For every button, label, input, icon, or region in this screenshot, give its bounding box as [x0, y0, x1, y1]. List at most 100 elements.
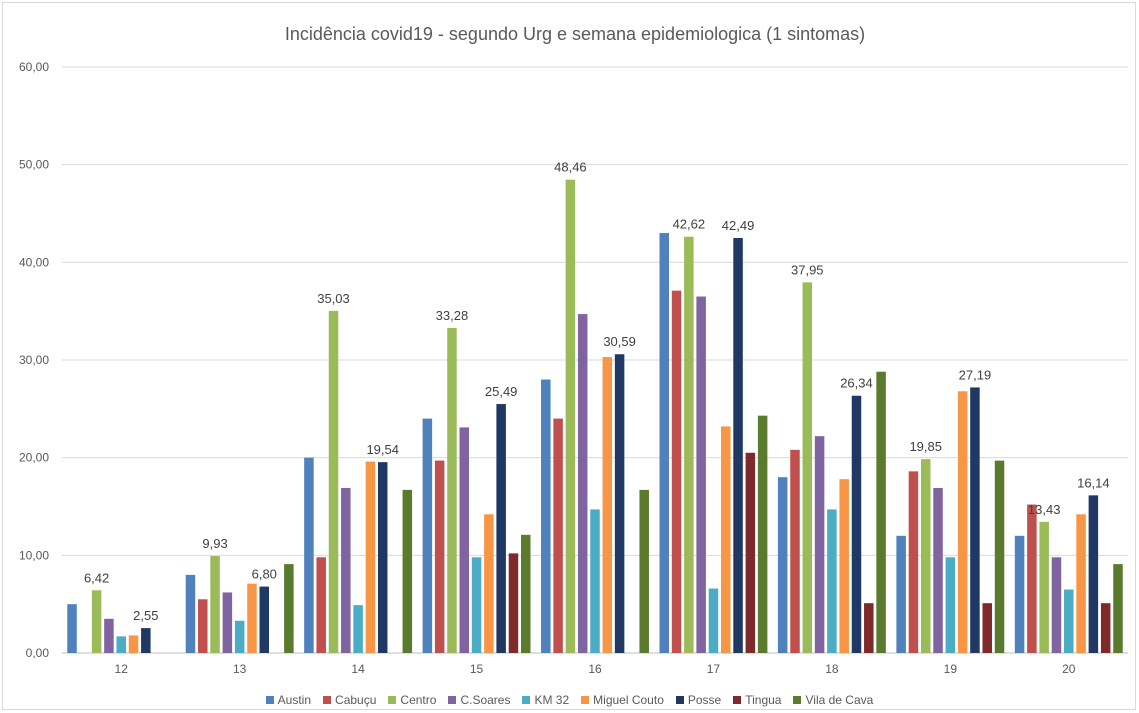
data-label: 6,42: [84, 570, 109, 585]
bar-austin-18: [777, 477, 788, 653]
legend-label: Cabuçu: [335, 693, 377, 707]
bar-km-32-19: [945, 557, 956, 653]
data-label: 42,62: [673, 217, 706, 232]
bar-tingua-19: [982, 603, 992, 653]
bar-cabu-u-18: [790, 449, 800, 653]
bar-centro-19: [920, 459, 931, 653]
bar-cabu-u-17: [671, 290, 682, 653]
bar-vila-de-cava-18: [876, 371, 886, 653]
bar-km-32-13: [234, 620, 245, 653]
bar-miguel-couto-18: [839, 479, 849, 653]
legend-label: KM 32: [534, 693, 570, 707]
data-label: 19,85: [909, 439, 942, 454]
bar-miguel-couto-16: [602, 357, 613, 653]
x-tick-label: 13: [233, 662, 247, 676]
bar-tingua-18: [864, 603, 874, 653]
data-label: 16,14: [1077, 475, 1110, 490]
bar-posse-16: [614, 354, 625, 653]
y-tick-label: 20,00: [19, 451, 49, 465]
bar-km-32-15: [471, 557, 482, 653]
legend-swatch: [323, 696, 332, 704]
legend-item: Cabuçu: [323, 693, 376, 707]
y-tick-label: 0,00: [26, 646, 50, 660]
bar-vila-de-cava-15: [521, 534, 531, 653]
bars: [67, 179, 1123, 654]
bar-miguel-couto-17: [720, 426, 731, 653]
data-label: 30,59: [603, 334, 636, 349]
legend-label: C.Soares: [460, 693, 511, 707]
bar-km-32-12: [116, 636, 126, 653]
bar-austin-12: [67, 604, 77, 653]
bar-centro-13: [210, 556, 220, 653]
y-tick-label: 10,00: [19, 548, 49, 562]
bar-posse-18: [851, 395, 862, 653]
bar-km-32-14: [353, 605, 363, 653]
bar-centro-14: [328, 310, 339, 653]
bar-posse-15: [496, 404, 506, 653]
bar-austin-19: [896, 535, 906, 653]
data-labels: 6,42 2,55 9,93 6,80 35,03 19,54 33,28 25,49 48,4…: [84, 160, 1110, 623]
x-tick-label: 19: [944, 662, 958, 676]
bar-posse-13: [259, 586, 270, 653]
bar-miguel-couto-20: [1076, 514, 1086, 653]
bar-c-soares-18: [814, 436, 825, 653]
legend-item: Vila de Cava: [793, 693, 873, 707]
legend-swatch: [793, 696, 802, 704]
bar-posse-19: [970, 387, 980, 653]
y-tick-label: 40,00: [19, 255, 49, 269]
bar-austin-14: [304, 457, 314, 653]
bar-miguel-couto-12: [128, 635, 139, 653]
legend-swatch: [733, 696, 742, 704]
bar-km-32-18: [827, 509, 837, 653]
bar-centro-18: [802, 282, 813, 653]
bar-posse-17: [733, 238, 743, 653]
bar-km-32-20: [1064, 589, 1074, 653]
bar-vila-de-cava-20: [1113, 564, 1123, 653]
bar-tingua-20: [1100, 603, 1111, 653]
bar-cabu-u-13: [198, 599, 208, 653]
legend-label: Posse: [687, 693, 722, 707]
x-tick-label: 17: [707, 662, 721, 676]
legend-label: Centro: [400, 693, 437, 707]
bar-centro-20: [1039, 521, 1049, 653]
legend-swatch: [675, 696, 684, 704]
bar-centro-16: [565, 179, 576, 653]
legend-item: Posse: [675, 693, 722, 707]
x-tick-label: 15: [470, 662, 484, 676]
y-tick-label: 50,00: [19, 158, 49, 172]
bar-vila-de-cava-19: [994, 460, 1005, 653]
bar-vila-de-cava-17: [757, 415, 768, 653]
bar-c-soares-15: [459, 427, 470, 653]
x-tick-label: 16: [588, 662, 602, 676]
legend-item: Tingua: [733, 693, 781, 707]
bar-c-soares-19: [933, 487, 943, 653]
legend-item: KM 32: [522, 693, 569, 707]
data-label: 42,49: [722, 218, 755, 233]
bar-vila-de-cava-13: [284, 564, 294, 653]
data-label: 26,34: [840, 376, 873, 391]
legend-item: Miguel Couto: [581, 693, 664, 707]
data-label: 37,95: [791, 262, 824, 277]
chart-title: Incidência covid19 - segundo Urg e seman…: [284, 24, 866, 44]
data-label: 25,49: [485, 384, 518, 399]
bar-tingua-17: [745, 452, 756, 653]
bar-c-soares-12: [104, 618, 114, 653]
bar-austin-20: [1014, 535, 1025, 653]
data-label: 9,93: [202, 536, 227, 551]
bar-posse-20: [1088, 495, 1099, 653]
x-tick-label: 12: [115, 662, 129, 676]
x-tick-label: 18: [825, 662, 839, 676]
bar-vila-de-cava-14: [402, 489, 413, 653]
legend-swatch: [581, 696, 590, 704]
bar-austin-15: [422, 418, 433, 653]
data-label: 33,28: [436, 308, 469, 323]
legend: Austin Cabuçu Centro C.Soares KM 32 Miguel Co…: [0, 692, 1139, 708]
bar-cabu-u-16: [553, 418, 563, 653]
bar-c-soares-17: [696, 296, 706, 653]
y-tick-label: 30,00: [19, 353, 49, 367]
bar-c-soares-16: [577, 314, 588, 653]
bar-km-32-16: [590, 509, 600, 653]
bar-c-soares-20: [1051, 557, 1062, 653]
bar-km-32-17: [708, 588, 719, 653]
